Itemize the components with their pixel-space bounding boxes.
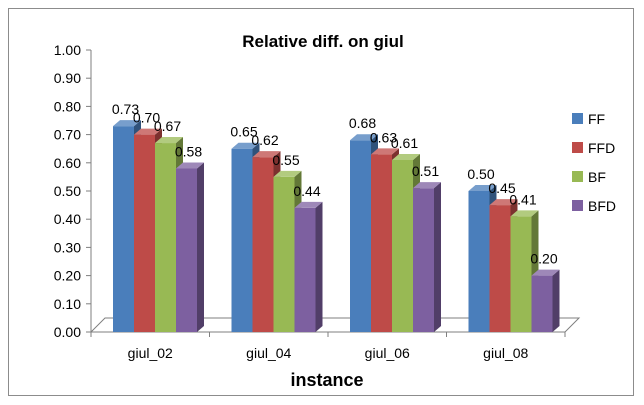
- bar-bfd-giul_02: [176, 162, 204, 332]
- x-tick-label: giul_08: [483, 345, 528, 361]
- bar-side: [197, 162, 204, 332]
- y-tick-label: 1.00: [54, 42, 81, 58]
- bar-side: [315, 201, 323, 332]
- bar-side: [552, 269, 560, 332]
- bar-bfd-giul_08: [531, 269, 560, 332]
- bar-top: [155, 137, 183, 144]
- bar-top: [134, 128, 162, 135]
- bar-top: [273, 170, 302, 177]
- bar-top: [531, 269, 560, 276]
- legend-swatch-ff: [572, 113, 583, 124]
- bar-top: [231, 142, 260, 149]
- bar-front: [489, 205, 511, 332]
- bar-top: [510, 210, 539, 217]
- bar-front: [252, 157, 274, 332]
- bars: [113, 120, 560, 332]
- bar-front: [371, 154, 392, 332]
- data-label: 0.61: [391, 135, 418, 151]
- legend-label-bf: BF: [588, 169, 606, 185]
- bar-front: [392, 159, 413, 332]
- data-labels: 0.730.700.67 0.58 0.650.62 0.55 0.44 0.680.63…: [112, 101, 558, 266]
- y-axis-ticks: 0.00 0.10 0.20 0.30 0.40 0.50 0.60 0.70 0.80 0.90…: [54, 42, 91, 340]
- data-label: 0.44: [293, 183, 320, 199]
- data-label: 0.45: [488, 180, 515, 196]
- bar-front: [134, 134, 155, 332]
- data-label: 0.67: [154, 118, 181, 134]
- x-tick-label: giul_06: [365, 345, 410, 361]
- x-axis-label: instance: [290, 370, 363, 390]
- data-label: 0.20: [530, 251, 557, 267]
- data-label: 0.50: [467, 166, 494, 182]
- bar-front: [176, 168, 197, 332]
- data-label: 0.62: [251, 132, 278, 148]
- data-label: 0.65: [230, 124, 257, 140]
- bar-top: [350, 134, 378, 141]
- bar-top: [176, 162, 204, 169]
- bar-bfd-giul_04: [294, 201, 323, 332]
- y-tick-label: 0.30: [54, 239, 81, 255]
- bar-top: [252, 151, 281, 158]
- bar-top: [468, 185, 497, 191]
- bar-bfd-giul_06: [413, 182, 441, 332]
- data-label: 0.55: [272, 152, 299, 168]
- y-tick-label: 0.10: [54, 296, 81, 312]
- bar-front: [468, 191, 490, 332]
- data-label: 0.70: [133, 110, 160, 126]
- x-tick-label: giul_04: [246, 345, 291, 361]
- x-axis-ticks: giul_02 giul_04 giul_06 giul_08: [90, 332, 566, 361]
- y-tick-label: 0.80: [54, 98, 81, 114]
- y-tick-label: 0.40: [54, 211, 81, 227]
- bar-front: [510, 216, 532, 332]
- bar-front: [294, 207, 316, 332]
- bar-top: [371, 148, 399, 155]
- legend-swatch-bfd: [572, 200, 583, 211]
- legend-swatch-ffd: [572, 142, 583, 153]
- legend-label-bfd: BFD: [588, 198, 616, 214]
- y-tick-label: 0.70: [54, 127, 81, 143]
- data-label: 0.51: [412, 163, 439, 179]
- y-tick-label: 0.60: [54, 155, 81, 171]
- y-tick-label: 0.20: [54, 268, 81, 284]
- bar-front: [350, 140, 371, 332]
- bar-front: [155, 143, 176, 332]
- bar-front: [413, 188, 434, 332]
- bar-front: [231, 148, 253, 332]
- legend-swatch-bf: [572, 171, 583, 182]
- bar-front: [531, 275, 553, 332]
- bar-top: [489, 199, 518, 206]
- data-label: 0.58: [175, 143, 202, 159]
- bar-top: [294, 201, 323, 208]
- y-tick-label: 0.90: [54, 70, 81, 86]
- bar-front: [273, 176, 295, 332]
- data-label: 0.41: [509, 191, 536, 207]
- legend-label-ff: FF: [588, 111, 605, 127]
- bar-top: [413, 182, 441, 189]
- legend: FF FFD BF BFD: [572, 111, 616, 214]
- bar-top: [113, 120, 141, 127]
- bar-top: [392, 153, 420, 160]
- data-label: 0.68: [349, 115, 376, 131]
- chart-title: Relative diff. on giul: [242, 32, 404, 51]
- y-tick-label: 0.00: [54, 324, 81, 340]
- data-label: 0.63: [370, 129, 397, 145]
- x-tick-label: giul_02: [128, 345, 173, 361]
- legend-label-ffd: FFD: [588, 140, 615, 156]
- bar-side: [434, 182, 441, 332]
- y-tick-label: 0.50: [54, 183, 81, 199]
- bar-front: [113, 126, 134, 332]
- data-label: 0.73: [112, 101, 139, 117]
